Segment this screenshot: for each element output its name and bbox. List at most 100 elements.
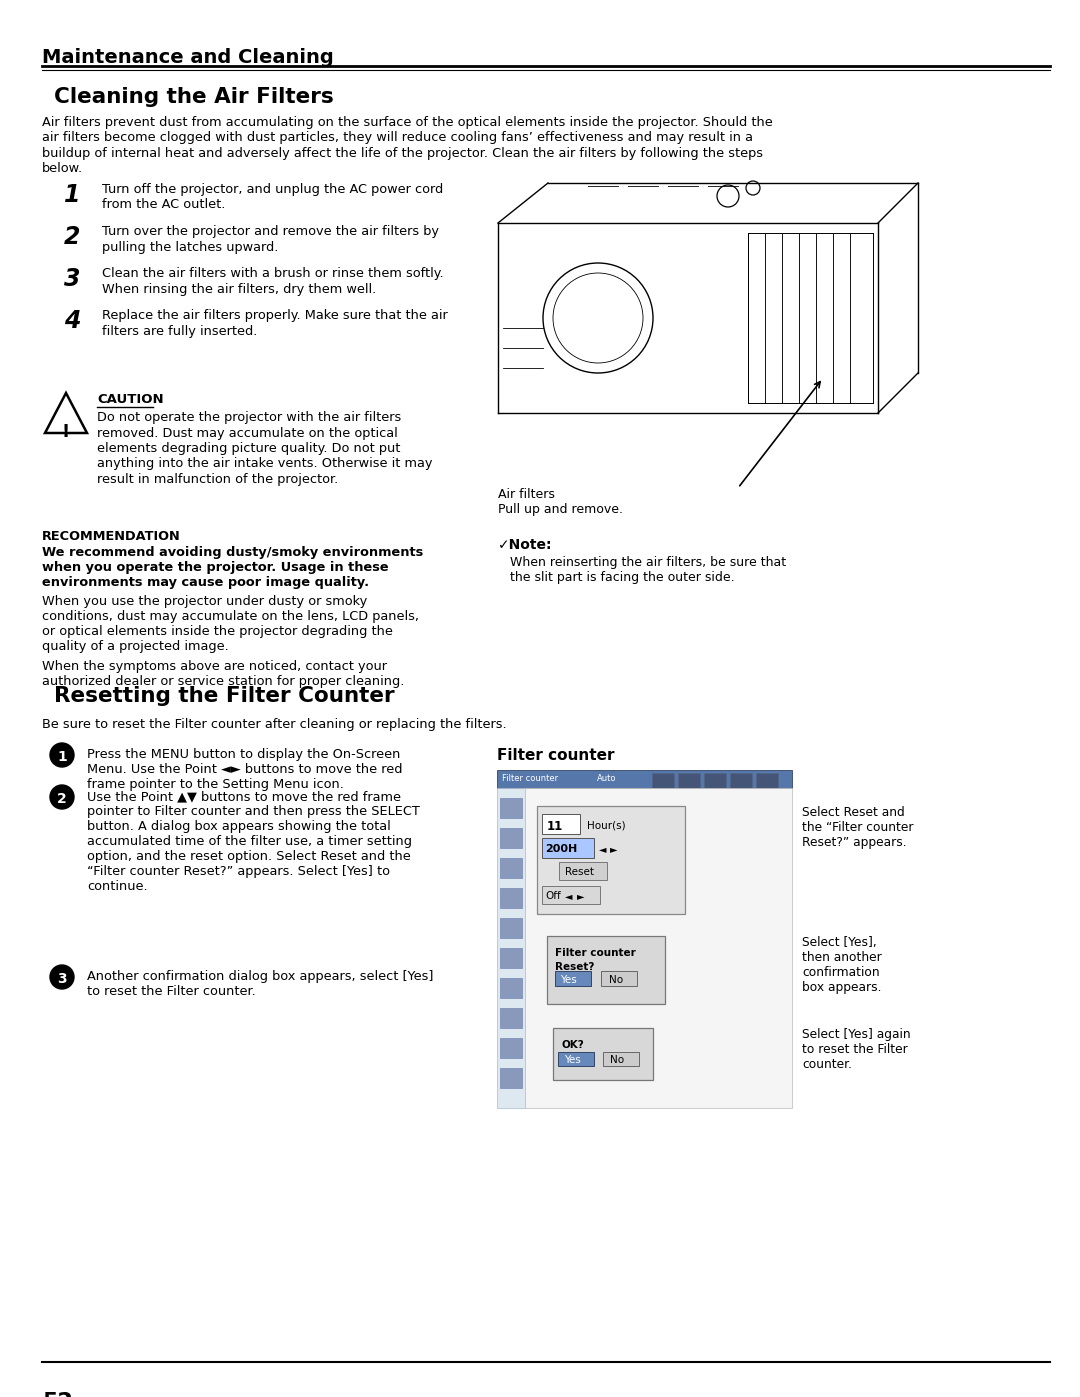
Text: ◄: ◄ bbox=[599, 844, 607, 854]
Text: !: ! bbox=[62, 423, 70, 441]
Text: Select Reset and: Select Reset and bbox=[802, 806, 905, 819]
Text: 3: 3 bbox=[64, 267, 81, 291]
Bar bbox=[500, 1009, 522, 1028]
Text: box appears.: box appears. bbox=[802, 981, 881, 995]
Text: 1: 1 bbox=[57, 750, 67, 764]
Bar bbox=[730, 773, 752, 789]
Text: Another confirmation dialog box appears, select [Yes]: Another confirmation dialog box appears,… bbox=[87, 970, 433, 983]
Text: counter.: counter. bbox=[802, 1058, 852, 1071]
Text: ►: ► bbox=[577, 891, 584, 901]
Text: No: No bbox=[610, 1055, 624, 1065]
Text: Replace the air filters properly. Make sure that the air: Replace the air filters properly. Make s… bbox=[102, 309, 448, 321]
Bar bbox=[558, 1052, 594, 1066]
Text: option, and the reset option. Select Reset and the: option, and the reset option. Select Res… bbox=[87, 849, 410, 863]
Text: Do not operate the projector with the air filters: Do not operate the projector with the ai… bbox=[97, 411, 402, 425]
Text: ✓Note:: ✓Note: bbox=[498, 538, 553, 552]
Text: anything into the air intake vents. Otherwise it may: anything into the air intake vents. Othe… bbox=[97, 457, 432, 471]
Text: When reinserting the air filters, be sure that: When reinserting the air filters, be sur… bbox=[510, 556, 786, 569]
Text: or optical elements inside the projector degrading the: or optical elements inside the projector… bbox=[42, 624, 393, 638]
Text: the slit part is facing the outer side.: the slit part is facing the outer side. bbox=[510, 571, 734, 584]
Text: 11: 11 bbox=[546, 820, 564, 833]
Text: accumulated time of the filter use, a timer setting: accumulated time of the filter use, a ti… bbox=[87, 835, 411, 848]
Bar bbox=[500, 1038, 522, 1058]
Bar bbox=[500, 858, 522, 877]
Bar bbox=[500, 828, 522, 848]
Bar bbox=[603, 1052, 639, 1066]
Text: 2: 2 bbox=[64, 225, 81, 249]
Text: Turn over the projector and remove the air filters by: Turn over the projector and remove the a… bbox=[102, 225, 438, 237]
Text: the “Filter counter: the “Filter counter bbox=[802, 821, 914, 834]
Bar bbox=[500, 918, 522, 937]
Bar bbox=[500, 949, 522, 968]
Text: to reset the Filter: to reset the Filter bbox=[802, 1044, 908, 1056]
Text: OK?: OK? bbox=[561, 1039, 584, 1051]
Text: continue.: continue. bbox=[87, 880, 148, 893]
Text: 3: 3 bbox=[57, 972, 67, 986]
Text: from the AC outlet.: from the AC outlet. bbox=[102, 198, 226, 211]
Text: Cleaning the Air Filters: Cleaning the Air Filters bbox=[54, 87, 334, 108]
Text: RECOMMENDATION: RECOMMENDATION bbox=[42, 529, 180, 543]
Bar bbox=[652, 773, 674, 789]
Text: conditions, dust may accumulate on the lens, LCD panels,: conditions, dust may accumulate on the l… bbox=[42, 610, 419, 623]
Text: frame pointer to the Setting Menu icon.: frame pointer to the Setting Menu icon. bbox=[87, 778, 343, 791]
Text: air filters become clogged with dust particles, they will reduce cooling fans’ e: air filters become clogged with dust par… bbox=[42, 131, 753, 144]
Text: Reset?: Reset? bbox=[555, 963, 594, 972]
Text: Turn off the projector, and unplug the AC power cord: Turn off the projector, and unplug the A… bbox=[102, 183, 443, 196]
Bar bbox=[704, 773, 726, 789]
Text: When rinsing the air filters, dry them well.: When rinsing the air filters, dry them w… bbox=[102, 282, 376, 296]
Text: Select [Yes],: Select [Yes], bbox=[802, 936, 877, 949]
Text: 52: 52 bbox=[42, 1391, 72, 1397]
Text: Filter counter: Filter counter bbox=[497, 747, 615, 763]
Text: removed. Dust may accumulate on the optical: removed. Dust may accumulate on the opti… bbox=[97, 426, 397, 440]
Text: When you use the projector under dusty or smoky: When you use the projector under dusty o… bbox=[42, 595, 367, 608]
Bar bbox=[678, 773, 700, 789]
Text: Pull up and remove.: Pull up and remove. bbox=[498, 503, 623, 515]
Text: Yes: Yes bbox=[564, 1055, 581, 1065]
Text: 1: 1 bbox=[64, 183, 81, 207]
Bar bbox=[756, 773, 778, 789]
Text: filters are fully inserted.: filters are fully inserted. bbox=[102, 324, 257, 338]
Text: Maintenance and Cleaning: Maintenance and Cleaning bbox=[42, 47, 334, 67]
Text: to reset the Filter counter.: to reset the Filter counter. bbox=[87, 985, 256, 997]
Text: below.: below. bbox=[42, 162, 83, 176]
Text: confirmation: confirmation bbox=[802, 965, 879, 979]
Text: Air filters: Air filters bbox=[498, 488, 555, 502]
Text: Menu. Use the Point ◄► buttons to move the red: Menu. Use the Point ◄► buttons to move t… bbox=[87, 763, 403, 775]
Text: buildup of internal heat and adversely affect the life of the projector. Clean t: buildup of internal heat and adversely a… bbox=[42, 147, 762, 161]
Bar bbox=[600, 971, 637, 986]
Text: Use the Point ▲▼ buttons to move the red frame: Use the Point ▲▼ buttons to move the red… bbox=[87, 789, 401, 803]
Bar bbox=[553, 1028, 653, 1080]
Text: 4: 4 bbox=[64, 309, 81, 332]
Text: authorized dealer or service station for proper cleaning.: authorized dealer or service station for… bbox=[42, 675, 404, 687]
Text: “Filter counter Reset?” appears. Select [Yes] to: “Filter counter Reset?” appears. Select … bbox=[87, 865, 390, 877]
Text: when you operate the projector. Usage in these: when you operate the projector. Usage in… bbox=[42, 562, 389, 574]
Text: elements degrading picture quality. Do not put: elements degrading picture quality. Do n… bbox=[97, 441, 401, 455]
Bar bbox=[497, 770, 792, 788]
Text: When the symptoms above are noticed, contact your: When the symptoms above are noticed, con… bbox=[42, 659, 387, 673]
Bar bbox=[525, 788, 792, 1108]
Text: CAUTION: CAUTION bbox=[97, 393, 164, 407]
Text: 200H: 200H bbox=[545, 844, 577, 854]
Text: 2: 2 bbox=[57, 792, 67, 806]
Text: Clean the air filters with a brush or rinse them softly.: Clean the air filters with a brush or ri… bbox=[102, 267, 444, 279]
Text: pointer to Filter counter and then press the SELECT: pointer to Filter counter and then press… bbox=[87, 805, 420, 819]
Circle shape bbox=[50, 785, 75, 809]
Bar bbox=[500, 888, 522, 908]
Text: Air filters prevent dust from accumulating on the surface of the optical element: Air filters prevent dust from accumulati… bbox=[42, 116, 773, 129]
Text: Yes: Yes bbox=[561, 975, 577, 985]
Text: Hour(s): Hour(s) bbox=[588, 820, 625, 830]
Bar bbox=[500, 1067, 522, 1088]
Bar bbox=[542, 886, 600, 904]
Text: environments may cause poor image quality.: environments may cause poor image qualit… bbox=[42, 576, 369, 590]
Text: We recommend avoiding dusty/smoky environments: We recommend avoiding dusty/smoky enviro… bbox=[42, 546, 423, 559]
Text: Resetting the Filter Counter: Resetting the Filter Counter bbox=[54, 686, 394, 705]
Bar bbox=[542, 838, 594, 858]
Text: result in malfunction of the projector.: result in malfunction of the projector. bbox=[97, 474, 338, 486]
Bar bbox=[500, 978, 522, 997]
Text: pulling the latches upward.: pulling the latches upward. bbox=[102, 240, 279, 253]
Bar bbox=[537, 806, 685, 914]
Text: Filter counter: Filter counter bbox=[502, 774, 558, 782]
Text: quality of a projected image.: quality of a projected image. bbox=[42, 640, 229, 652]
Bar bbox=[497, 788, 525, 1108]
Text: No: No bbox=[609, 975, 623, 985]
